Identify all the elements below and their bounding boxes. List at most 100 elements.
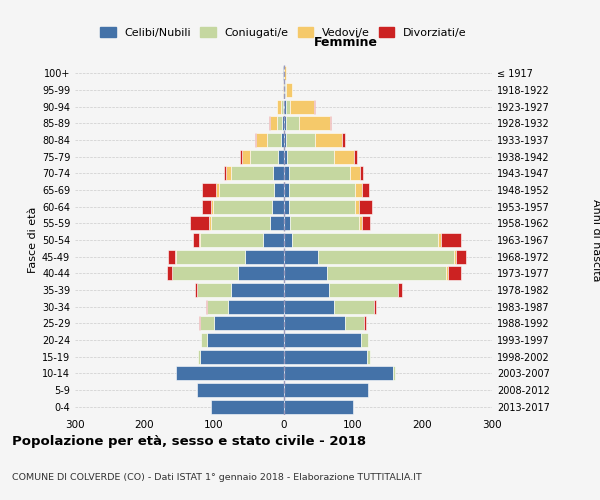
Bar <box>255 133 256 147</box>
Bar <box>284 316 344 330</box>
Bar <box>350 166 360 180</box>
Bar <box>289 166 350 180</box>
Bar <box>175 250 176 264</box>
Bar <box>267 133 281 147</box>
Bar <box>242 150 250 164</box>
Bar <box>359 216 362 230</box>
Bar <box>245 250 284 264</box>
Bar <box>277 100 281 114</box>
Legend: Celibi/Nubili, Coniugati/e, Vedovi/e, Divorziati/e: Celibi/Nubili, Coniugati/e, Vedovi/e, Di… <box>98 25 469 40</box>
Bar <box>241 150 242 164</box>
Bar <box>284 166 289 180</box>
Bar <box>209 216 211 230</box>
Bar <box>284 100 286 114</box>
Bar <box>361 333 368 347</box>
Bar <box>284 83 285 97</box>
Bar <box>284 300 334 314</box>
Bar <box>202 183 216 197</box>
Bar <box>283 100 284 114</box>
Bar <box>362 183 369 197</box>
Bar <box>287 150 334 164</box>
Bar <box>281 100 283 114</box>
Bar <box>284 200 289 214</box>
Bar <box>172 266 238 280</box>
Bar <box>224 166 226 180</box>
Bar <box>316 133 342 147</box>
Bar <box>284 400 353 414</box>
Bar <box>198 350 200 364</box>
Bar <box>284 366 394 380</box>
Bar <box>284 250 318 264</box>
Bar <box>284 333 361 347</box>
Bar <box>299 116 330 130</box>
Bar <box>211 216 269 230</box>
Bar <box>176 250 245 264</box>
Bar <box>289 200 355 214</box>
Bar <box>292 233 438 247</box>
Bar <box>283 66 284 80</box>
Bar <box>344 316 364 330</box>
Bar <box>263 233 284 247</box>
Bar <box>286 83 292 97</box>
Bar <box>274 183 284 197</box>
Bar <box>284 116 286 130</box>
Bar <box>232 283 284 297</box>
Bar <box>326 266 446 280</box>
Bar <box>289 183 355 197</box>
Bar <box>226 166 232 180</box>
Bar <box>200 350 284 364</box>
Bar <box>454 250 456 264</box>
Bar <box>286 100 290 114</box>
Bar <box>207 333 284 347</box>
Bar <box>374 300 376 314</box>
Bar <box>284 266 326 280</box>
Bar <box>211 200 212 214</box>
Bar <box>168 250 175 264</box>
Bar <box>284 133 286 147</box>
Y-axis label: Fasce di età: Fasce di età <box>28 207 38 273</box>
Bar <box>269 216 284 230</box>
Bar <box>284 216 290 230</box>
Bar <box>269 116 277 130</box>
Bar <box>394 366 395 380</box>
Bar <box>284 66 286 80</box>
Bar <box>167 266 172 280</box>
Bar <box>334 150 353 164</box>
Bar <box>195 283 197 297</box>
Bar <box>441 233 461 247</box>
Bar <box>281 133 284 147</box>
Text: COMUNE DI COLVERDE (CO) - Dati ISTAT 1° gennaio 2018 - Elaborazione TUTTITALIA.I: COMUNE DI COLVERDE (CO) - Dati ISTAT 1° … <box>12 472 422 482</box>
Bar <box>438 233 441 247</box>
Bar <box>286 133 316 147</box>
Bar <box>284 183 289 197</box>
Bar <box>202 333 207 347</box>
Bar <box>219 183 274 197</box>
Bar <box>232 166 273 180</box>
Bar <box>238 266 284 280</box>
Text: Femmine: Femmine <box>314 36 378 49</box>
Y-axis label: Anni di nascita: Anni di nascita <box>592 198 600 281</box>
Bar <box>448 266 461 280</box>
Bar <box>362 216 370 230</box>
Bar <box>273 166 284 180</box>
Bar <box>200 233 263 247</box>
Bar <box>214 316 284 330</box>
Bar <box>250 150 278 164</box>
Bar <box>212 200 272 214</box>
Bar <box>256 133 267 147</box>
Bar <box>290 100 314 114</box>
Bar <box>193 233 199 247</box>
Bar <box>330 116 331 130</box>
Bar <box>200 316 214 330</box>
Bar <box>359 200 373 214</box>
Bar <box>284 383 368 397</box>
Bar <box>190 216 209 230</box>
Bar <box>199 233 200 247</box>
Bar <box>228 300 284 314</box>
Bar <box>272 200 284 214</box>
Bar <box>342 133 346 147</box>
Bar <box>318 250 454 264</box>
Bar <box>278 150 284 164</box>
Bar <box>277 116 282 130</box>
Bar <box>284 283 329 297</box>
